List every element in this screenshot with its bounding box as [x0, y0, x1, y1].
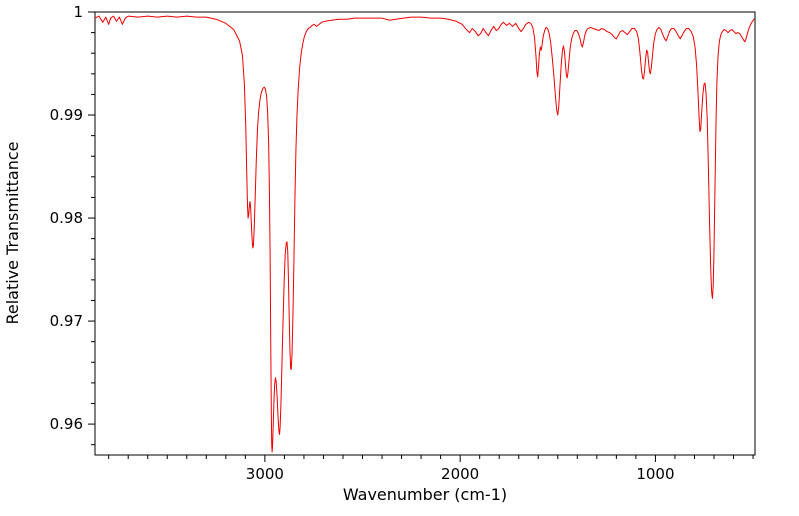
plot-border [94, 11, 756, 456]
axis-ticks [88, 11, 754, 462]
spectrum-line [94, 15, 755, 453]
x-axis-title: Wavenumber (cm-1) [343, 485, 507, 504]
x-tick-label: 2000 [441, 465, 479, 483]
spectrum-series [94, 15, 755, 453]
y-tick-label: 1 [73, 3, 83, 21]
y-tick-label: 0.96 [50, 415, 83, 433]
x-tick-label: 3000 [246, 465, 284, 483]
x-tick-label: 1000 [636, 465, 674, 483]
axis-tick-labels: 3000 2000 1000 0.96 0.97 0.98 0.99 1 [50, 3, 675, 483]
y-tick-label: 0.98 [50, 209, 83, 227]
plot-frame [94, 11, 756, 456]
y-axis-title: Relative Transmittance [3, 141, 22, 324]
y-tick-label: 0.99 [50, 106, 83, 124]
y-tick-label: 0.97 [50, 312, 83, 330]
